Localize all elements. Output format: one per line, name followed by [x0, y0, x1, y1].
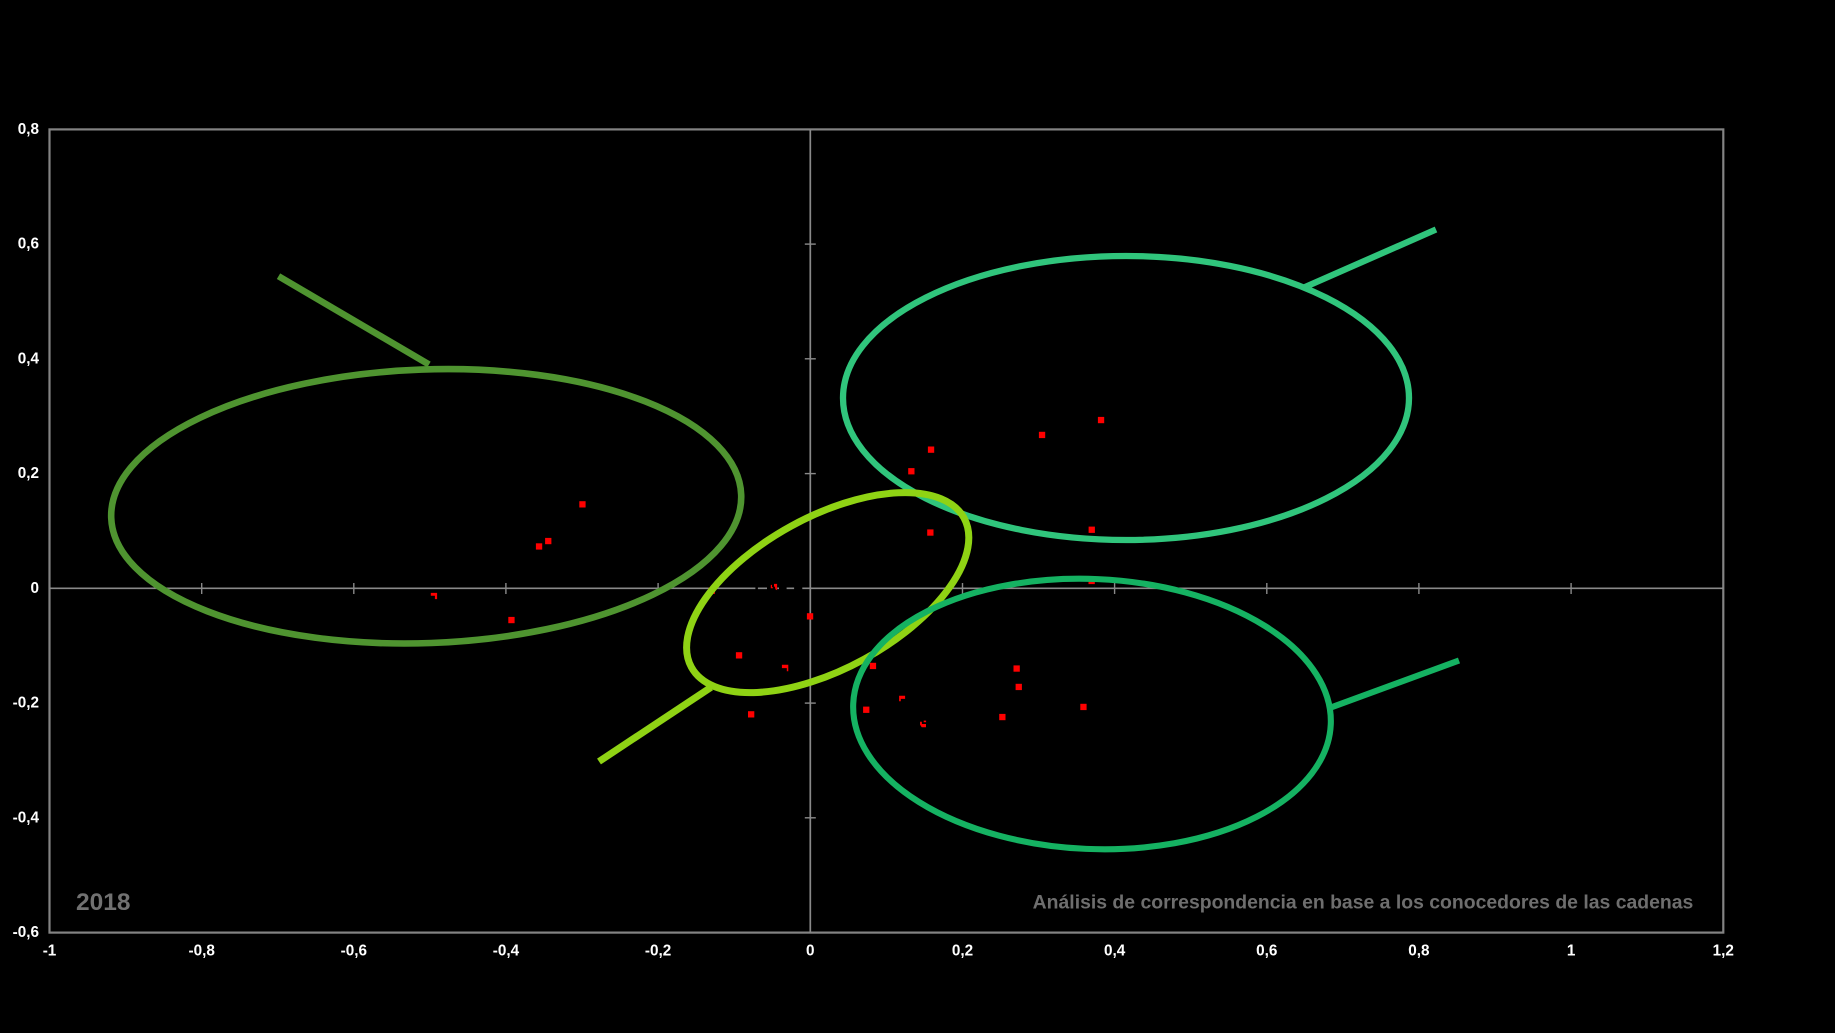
svg-text:0,8: 0,8 — [18, 121, 40, 138]
svg-text:-0,6: -0,6 — [13, 924, 39, 941]
svg-text:-0,4: -0,4 — [493, 942, 520, 959]
svg-text:-0,8: -0,8 — [189, 942, 216, 959]
svg-text:0,4: 0,4 — [18, 350, 40, 367]
svg-text:0,8: 0,8 — [1408, 942, 1430, 959]
svg-text:0: 0 — [806, 942, 815, 959]
svg-text:-0,2: -0,2 — [645, 942, 671, 959]
svg-text:-0,4: -0,4 — [13, 809, 40, 826]
svg-text:0,4: 0,4 — [1104, 942, 1126, 959]
svg-text:2018: 2018 — [76, 889, 131, 916]
svg-text:1,2: 1,2 — [1713, 942, 1734, 959]
svg-text:-0,6: -0,6 — [341, 942, 367, 959]
svg-text:0,2: 0,2 — [18, 465, 39, 482]
svg-text:0,2: 0,2 — [952, 942, 973, 959]
svg-text:Análisis de correspondencia en: Análisis de correspondencia en base a lo… — [1033, 892, 1694, 914]
svg-text:0: 0 — [30, 580, 39, 597]
svg-text:-0,2: -0,2 — [13, 695, 39, 712]
svg-text:-1: -1 — [43, 942, 57, 959]
svg-text:0,6: 0,6 — [18, 236, 39, 253]
svg-text:1: 1 — [1567, 942, 1576, 959]
svg-text:0,6: 0,6 — [1256, 942, 1277, 959]
